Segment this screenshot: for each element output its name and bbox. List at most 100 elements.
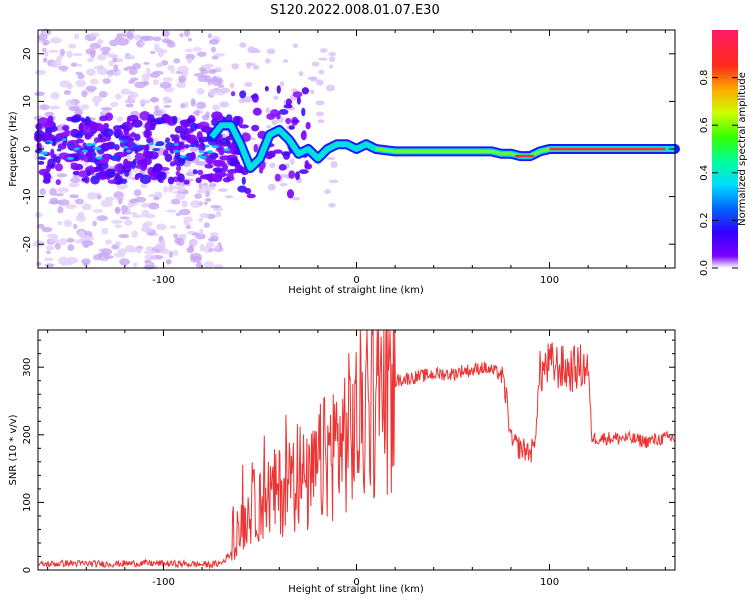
noise-blob <box>229 82 235 89</box>
noise-blob <box>92 209 104 213</box>
noise-blob <box>239 42 247 48</box>
noise-blob <box>178 208 191 216</box>
noise-blob <box>77 73 85 80</box>
energy-blob <box>276 85 281 94</box>
x-tick-label: 0 <box>353 275 359 286</box>
noise-blob <box>56 173 68 178</box>
noise-blob <box>175 193 186 200</box>
energy-blob <box>98 173 107 178</box>
y-tick-label: 0 <box>22 567 33 573</box>
noise-blob <box>266 48 276 55</box>
snr-series-line <box>37 329 675 570</box>
noise-blob <box>115 93 122 101</box>
noise-blob <box>36 261 42 267</box>
energy-blob <box>92 142 97 146</box>
energy-blob <box>152 148 161 152</box>
noise-blob <box>154 242 166 251</box>
energy-blob <box>173 149 180 153</box>
noise-blob <box>252 64 260 70</box>
noise-blob <box>77 211 85 218</box>
noise-blob <box>66 256 78 265</box>
energy-blob <box>273 149 283 154</box>
noise-blob <box>166 209 177 213</box>
noise-blob <box>120 88 130 95</box>
energy-blob <box>126 149 132 153</box>
noise-blob <box>282 59 289 63</box>
noise-blob <box>315 111 325 117</box>
noise-blob <box>47 233 58 239</box>
energy-blob <box>132 158 137 165</box>
energy-blob <box>301 130 307 136</box>
noise-blob <box>245 62 256 66</box>
noise-blob <box>267 183 276 191</box>
energy-blob <box>173 134 180 142</box>
noise-blob <box>58 256 69 265</box>
noise-blob <box>185 48 193 53</box>
energy-blob <box>54 139 60 143</box>
noise-blob <box>96 215 109 222</box>
noise-blob <box>191 232 200 236</box>
noise-blob <box>39 104 50 111</box>
noise-blob <box>170 69 175 74</box>
noise-blob <box>315 79 324 86</box>
noise-blob <box>153 109 163 117</box>
noise-blob <box>124 55 136 60</box>
noise-blob <box>328 51 337 57</box>
noise-blob <box>279 81 285 87</box>
noise-blob <box>139 99 151 104</box>
noise-blob <box>114 224 122 229</box>
energy-blob <box>296 96 301 105</box>
energy-blob <box>212 167 224 173</box>
energy-blob <box>81 149 89 153</box>
energy-blob <box>56 148 62 152</box>
energy-blob <box>239 90 247 99</box>
noise-blob <box>42 57 48 63</box>
energy-blob <box>73 147 80 151</box>
energy-blob <box>164 139 170 143</box>
noise-blob <box>177 184 186 193</box>
noise-blob <box>123 67 129 71</box>
noise-blob <box>238 98 247 104</box>
energy-blob <box>47 158 56 168</box>
noise-blob <box>116 33 128 38</box>
noise-blob <box>68 43 77 49</box>
energy-blob <box>294 171 301 181</box>
noise-blob <box>204 63 215 68</box>
y-tick-label: 10 <box>22 95 33 108</box>
noise-blob <box>328 202 336 208</box>
energy-blob <box>34 129 45 140</box>
noise-blob <box>125 244 135 253</box>
noise-blob <box>134 81 147 89</box>
energy-blob <box>211 153 218 159</box>
noise-blob <box>163 104 171 108</box>
noise-blob <box>143 61 150 65</box>
y-tick-label: 20 <box>22 47 33 60</box>
noise-blob <box>105 239 113 245</box>
energy-blob <box>292 91 303 98</box>
noise-blob <box>150 96 159 103</box>
noise-blob <box>63 90 72 95</box>
noise-blob <box>140 40 146 47</box>
colorbar-scale <box>712 30 738 268</box>
noise-blob <box>152 36 162 42</box>
noise-blob <box>203 222 210 228</box>
noise-blob <box>208 248 214 252</box>
noise-blob <box>130 77 139 81</box>
energy-blob <box>209 142 215 146</box>
noise-blob <box>39 188 47 196</box>
noise-blob <box>265 107 271 114</box>
energy-blob <box>70 162 78 168</box>
noise-blob <box>247 46 255 54</box>
noise-blob <box>118 233 130 239</box>
noise-blob <box>324 189 331 195</box>
noise-blob <box>271 119 278 126</box>
noise-blob <box>144 254 156 261</box>
energy-blob <box>123 126 130 135</box>
noise-blob <box>140 202 150 208</box>
energy-blob <box>111 144 119 148</box>
noise-blob <box>66 50 73 59</box>
noise-blob <box>48 238 60 244</box>
energy-blob <box>179 131 188 140</box>
noise-blob <box>199 228 204 236</box>
noise-blob <box>86 58 95 62</box>
